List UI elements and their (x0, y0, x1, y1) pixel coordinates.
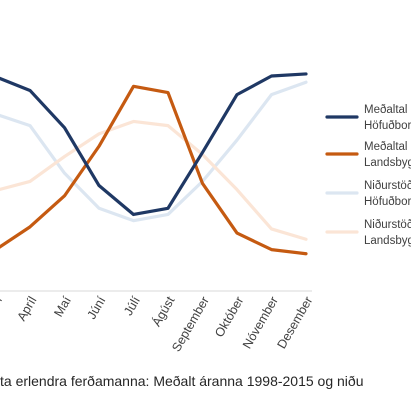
legend-label: Meðaltal (364, 104, 407, 116)
x-tick-label: Apríl (14, 294, 39, 323)
legend-label: Höfuðbor (364, 196, 411, 208)
x-tick-label: Júní (85, 294, 109, 322)
legend-label: Niðurstöð (364, 180, 411, 192)
legend-label: Landsbyg (364, 235, 411, 247)
series-line-3 (0, 80, 308, 223)
x-tick-label: Ágúst (148, 293, 177, 329)
series-line-2 (0, 84, 308, 256)
legend-label: Meðaltal (364, 141, 407, 153)
x-tick-label: Desember (274, 294, 315, 351)
legend-label: Niðurstöð (364, 219, 411, 231)
legend-label: Landsbyg (364, 157, 411, 169)
legend-label: Höfuðbor (364, 120, 411, 132)
figure-caption: ta erlendra ferðamanna: Meðalt áranna 19… (0, 373, 364, 389)
x-tick-label-partial: l (0, 294, 5, 303)
chart-series-lines (0, 72, 308, 256)
x-tick-label: Maí (51, 294, 74, 320)
series-line-1 (0, 72, 308, 217)
x-tick-label: Júlí (121, 294, 143, 318)
chart-legend: Meðaltal Höfuðbor Meðaltal Landsbyg Niðurstö… (325, 104, 411, 247)
x-tick-label: Október (212, 294, 246, 340)
series-line-4 (0, 119, 308, 241)
